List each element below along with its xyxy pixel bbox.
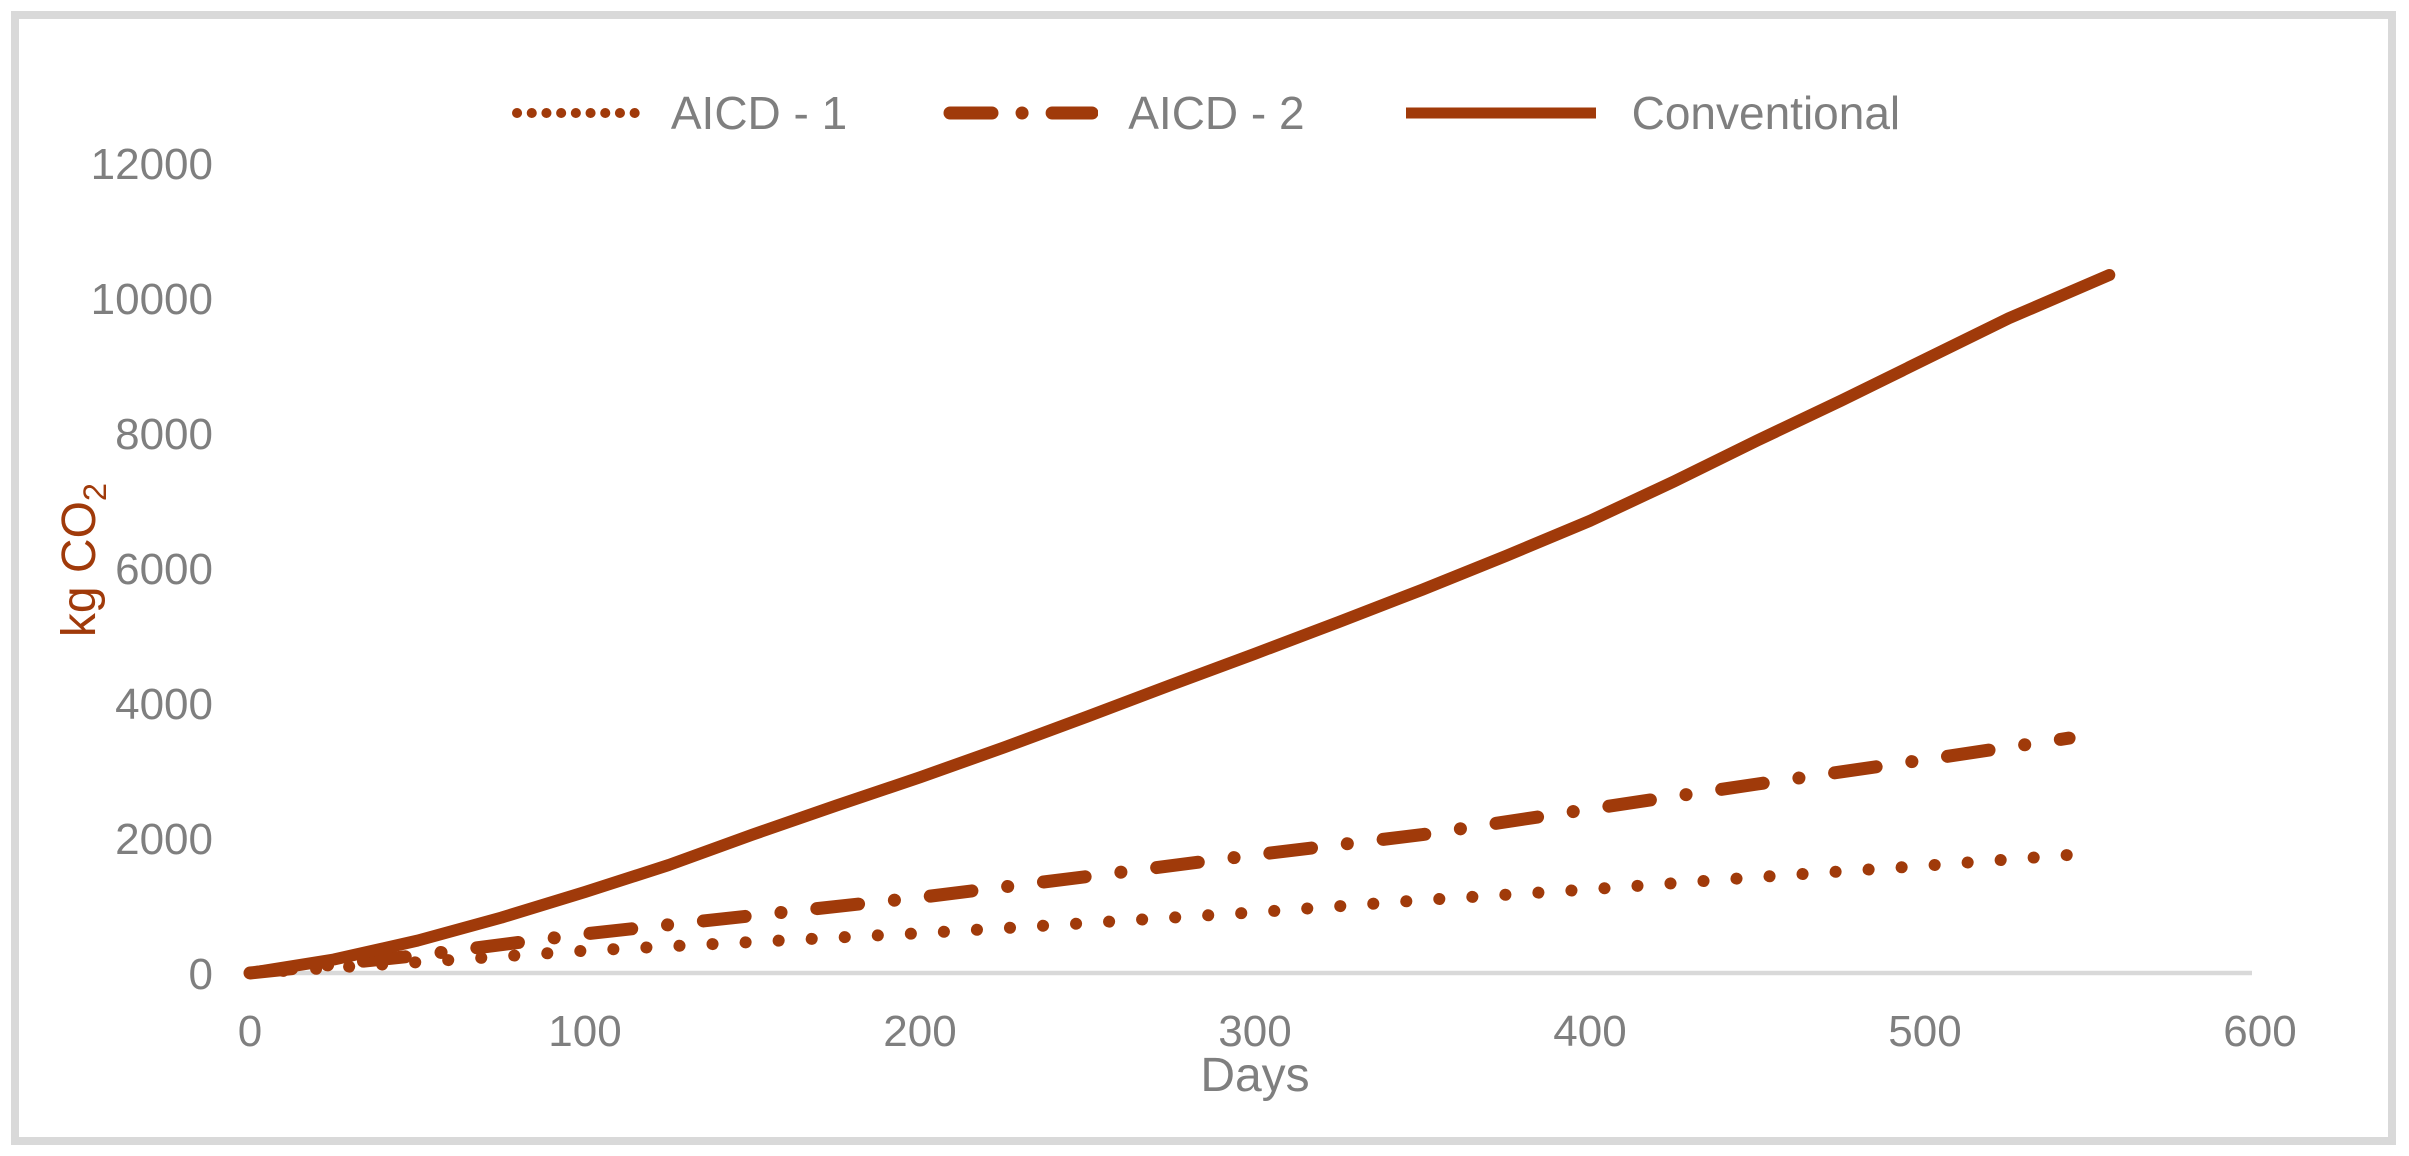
y-tick-label-10000: 10000 bbox=[91, 275, 213, 324]
legend-label-conventional: Conventional bbox=[1631, 87, 1901, 139]
y-tick-label-12000: 12000 bbox=[91, 140, 213, 189]
x-tick-label-0: 0 bbox=[238, 1007, 262, 1056]
x-tick-label-500: 500 bbox=[1888, 1007, 1961, 1056]
series-line-conventional bbox=[244, 269, 2116, 979]
x-tick-label-100: 100 bbox=[548, 1007, 621, 1056]
y-tick-label-6000: 6000 bbox=[115, 545, 213, 594]
solid-line-icon bbox=[1405, 107, 1596, 119]
legend-label-aicd-2: AICD - 2 bbox=[1128, 87, 1305, 139]
x-tick-label-200: 200 bbox=[883, 1007, 956, 1056]
y-tick-label-0: 0 bbox=[189, 950, 213, 999]
x-tick-label-400: 400 bbox=[1553, 1007, 1626, 1056]
dotted-line-icon bbox=[511, 108, 640, 118]
series-line-aicd-1 bbox=[244, 848, 2076, 979]
legend-item-aicd-1: AICD - 1 bbox=[509, 86, 847, 140]
y-tick-label-2000: 2000 bbox=[115, 815, 213, 864]
y-axis-title-text: kg CO bbox=[53, 501, 107, 638]
dash-dot-line-icon bbox=[943, 106, 1099, 120]
legend-item-aicd-2: AICD - 2 bbox=[942, 86, 1305, 140]
y-axis-title-subscript: 2 bbox=[75, 482, 113, 502]
series-line-aicd-2 bbox=[243, 731, 2076, 980]
y-axis-title: kg CO2 bbox=[52, 483, 114, 637]
x-tick-label-300: 300 bbox=[1218, 1007, 1291, 1056]
y-tick-label-4000: 4000 bbox=[115, 680, 213, 729]
legend-item-conventional: Conventional bbox=[1400, 86, 1901, 140]
y-tick-label-8000: 8000 bbox=[115, 410, 213, 459]
legend: AICD - 1 AICD - 2 Conventional bbox=[0, 86, 2409, 140]
x-tick-label-600: 600 bbox=[2223, 1007, 2296, 1056]
x-axis-title: Days bbox=[1200, 1049, 1310, 1102]
legend-label-aicd-1: AICD - 1 bbox=[670, 87, 848, 139]
